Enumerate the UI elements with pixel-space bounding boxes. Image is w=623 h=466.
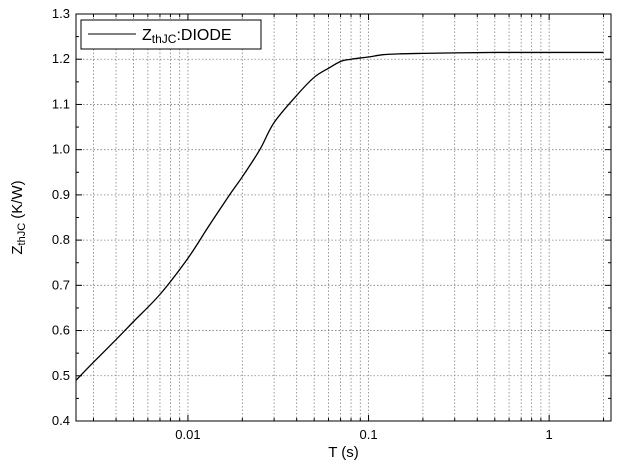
y-tick-label: 1.3 [52,6,70,21]
legend-label-sub: thJC [152,32,177,46]
y-tick-label: 0.6 [52,323,70,338]
y-tick-label: 0.5 [52,368,70,383]
y-axis-label-base: Z [9,245,26,254]
grid [76,13,611,422]
series [75,51,604,381]
plot-frame [75,13,612,422]
x-tick-label: 1 [546,427,553,442]
ticks: 0.4 0.5 0.6 0.7 0.8 0.9 1.0 1.1 1.2 1.3 0.01 0.1 1 [52,6,611,442]
series-line [75,51,604,381]
y-tick-label: 1.1 [52,96,70,111]
x-axis-label: T (s) [328,444,359,461]
x-tick-label: 0.1 [360,427,378,442]
y-tick-label: 0.9 [52,187,70,202]
y-tick-label: 0.7 [52,277,70,292]
legend: ZthJC:DIODE [80,19,262,50]
legend-label: ZthJC:DIODE [142,27,232,46]
y-tick-label: 0.8 [52,232,70,247]
y-axis-label-rest: (K/W) [9,180,26,223]
y-tick-label: 0.4 [52,413,70,428]
y-tick-label: 1.0 [52,142,70,157]
legend-label-base: Z [142,27,152,44]
y-tick-label: 1.2 [52,51,70,66]
x-tick-label: 0.01 [175,427,200,442]
legend-label-rest: :DIODE [176,27,231,44]
y-axis-label-sub: thJC [16,223,28,246]
y-axis-label: ZthJC (K/W) [9,180,28,254]
